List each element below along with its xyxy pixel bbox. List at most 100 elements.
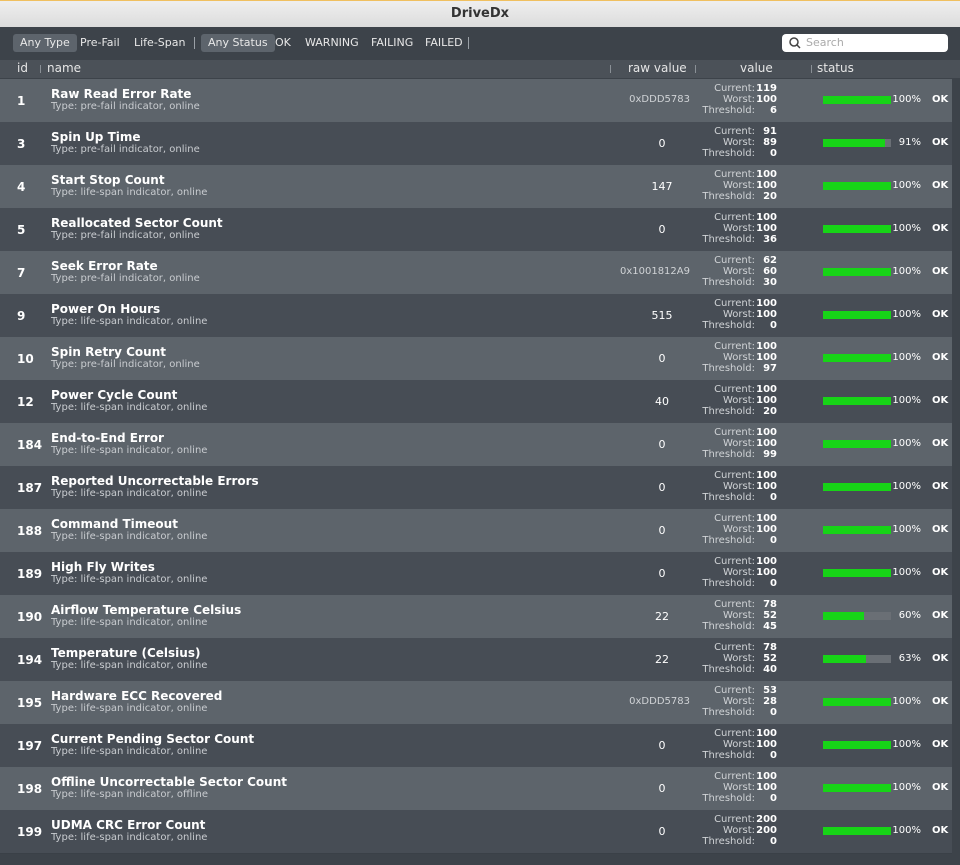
attribute-id: 188 [17, 524, 43, 538]
value-label: Current: [714, 83, 755, 94]
table-row[interactable]: 190 Airflow Temperature Celsius Type: life… [0, 595, 952, 639]
value-number: 100 [756, 298, 777, 309]
attribute-type: Type: life-span indicator, online [51, 531, 208, 542]
value-number: 52 [763, 610, 777, 621]
value-label: Worst: [722, 94, 755, 105]
type-filter[interactable]: Any Type [13, 34, 77, 52]
type-filter[interactable]: Life-Span [134, 36, 186, 49]
health-bar [823, 827, 891, 835]
table-row[interactable]: 4 Start Stop Count Type: life-span indicat… [0, 165, 952, 209]
value-number: 100 [756, 94, 777, 105]
attribute-id: 190 [17, 610, 43, 624]
table-row[interactable]: 9 Power On Hours Type: life-span indicator… [0, 294, 952, 338]
health-label: 63% [898, 653, 921, 664]
health-bar [823, 397, 891, 405]
status-filter[interactable]: WARNING [305, 36, 359, 49]
value-number: 100 [756, 782, 777, 793]
attribute-id: 194 [17, 653, 43, 667]
table-row[interactable]: 197 Current Pending Sector Count Type: lif… [0, 724, 952, 768]
value-label: Threshold: [702, 621, 755, 632]
column-header[interactable]: raw value [628, 61, 687, 75]
column-header[interactable]: value [740, 61, 773, 75]
status-label: OK [932, 653, 949, 664]
status-filter[interactable]: FAILED [425, 36, 463, 49]
table-row[interactable]: 188 Command Timeout Type: life-span indica… [0, 509, 952, 553]
status-filter[interactable]: FAILING [371, 36, 414, 49]
attribute-type: Type: life-span indicator, online [51, 660, 208, 671]
attribute-id: 12 [17, 395, 34, 409]
attribute-name: Power Cycle Count [51, 388, 178, 402]
health-label: 100% [892, 696, 921, 707]
attribute-name: Power On Hours [51, 302, 161, 316]
attribute-name: Spin Up Time [51, 130, 141, 144]
status-label: OK [932, 610, 949, 621]
table-row[interactable]: 195 Hardware ECC Recovered Type: life-span… [0, 681, 952, 725]
value-number: 99 [763, 449, 777, 460]
health-track [823, 698, 891, 706]
search-box[interactable]: Search [782, 34, 948, 52]
status-filter[interactable]: OK [275, 36, 291, 49]
table-row[interactable]: 3 Spin Up Time Type: pre-fail indicator, o… [0, 122, 952, 166]
table-row[interactable]: 5 Reallocated Sector Count Type: pre-fail … [0, 208, 952, 252]
health-label: 100% [892, 782, 921, 793]
table-row[interactable]: 1 Raw Read Error Rate Type: pre-fail indic… [0, 79, 952, 123]
table-row[interactable]: 12 Power Cycle Count Type: life-span indic… [0, 380, 952, 424]
value-label: Worst: [722, 739, 755, 750]
value-number: 119 [756, 83, 777, 94]
value-number: 100 [756, 728, 777, 739]
raw-value: 0 [658, 739, 666, 752]
value-label: Threshold: [702, 234, 755, 245]
table-row[interactable]: 10 Spin Retry Count Type: pre-fail indicat… [0, 337, 952, 381]
attribute-type: Type: pre-fail indicator, online [51, 359, 200, 370]
value-number: 6 [770, 105, 777, 116]
raw-value: 147 [651, 180, 673, 193]
raw-value: 0 [658, 223, 666, 236]
table-row[interactable]: 187 Reported Uncorrectable Errors Type: li… [0, 466, 952, 510]
value-label: Worst: [722, 653, 755, 664]
raw-value: 0 [658, 137, 666, 150]
value-label: Current: [714, 169, 755, 180]
value-number: 0 [770, 793, 777, 804]
attribute-id: 198 [17, 782, 43, 796]
value-label: Current: [714, 513, 755, 524]
value-number: 100 [756, 513, 777, 524]
status-label: OK [932, 696, 949, 707]
value-label: Worst: [722, 223, 755, 234]
column-header[interactable]: status [817, 61, 854, 75]
attribute-type: Type: life-span indicator, online [51, 617, 208, 628]
value-label: Threshold: [702, 664, 755, 675]
value-number: 45 [763, 621, 777, 632]
type-filter[interactable]: Pre-Fail [80, 36, 120, 49]
table-row[interactable]: 198 Offline Uncorrectable Sector Count Typ… [0, 767, 952, 811]
table-row[interactable]: 7 Seek Error Rate Type: pre-fail indicator… [0, 251, 952, 295]
health-bar [823, 698, 891, 706]
value-label: Worst: [722, 180, 755, 191]
value-label: Current: [714, 212, 755, 223]
health-label: 100% [892, 223, 921, 234]
value-label: Current: [714, 341, 755, 352]
value-label: Current: [714, 427, 755, 438]
table-row[interactable]: 184 End-to-End Error Type: life-span indic… [0, 423, 952, 467]
value-label: Worst: [722, 524, 755, 535]
header-separator [610, 65, 611, 73]
value-label: Threshold: [702, 750, 755, 761]
attribute-name: Offline Uncorrectable Sector Count [51, 775, 287, 789]
value-number: 40 [763, 664, 777, 675]
value-number: 0 [770, 707, 777, 718]
window-title: DriveDx [450, 6, 510, 21]
health-label: 100% [892, 395, 921, 406]
column-header[interactable]: name [47, 61, 82, 75]
value-number: 100 [756, 556, 777, 567]
health-bar [823, 182, 891, 190]
attribute-name: Raw Read Error Rate [51, 87, 192, 101]
value-number: 60 [763, 266, 777, 277]
health-track [823, 225, 891, 233]
table-row[interactable]: 194 Temperature (Celsius) Type: life-span … [0, 638, 952, 682]
separator [468, 37, 469, 49]
status-filter[interactable]: Any Status [201, 34, 275, 52]
table-row[interactable]: 199 UDMA CRC Error Count Type: life-span i… [0, 810, 952, 854]
header-separator [40, 65, 41, 73]
table-row[interactable]: 189 High Fly Writes Type: life-span indica… [0, 552, 952, 596]
column-header[interactable]: id [17, 61, 28, 75]
